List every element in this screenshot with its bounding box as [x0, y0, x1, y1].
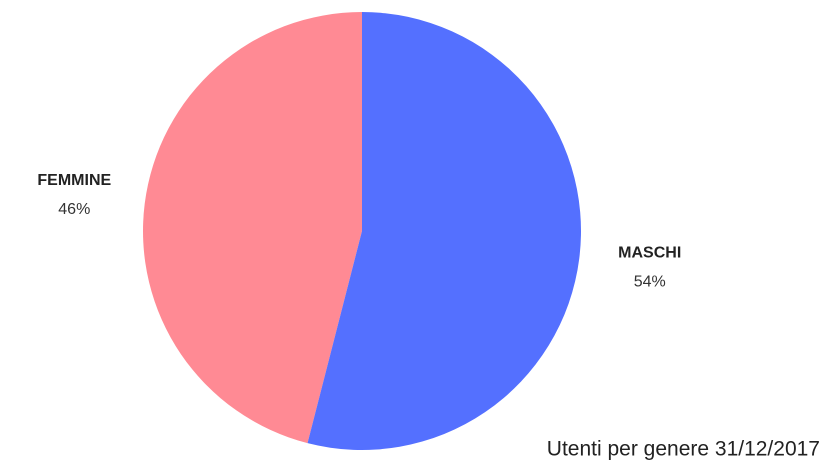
- pie-slice: [307, 12, 582, 451]
- slice-label: MASCHI: [618, 245, 681, 262]
- pie-slice: [143, 12, 362, 444]
- slice-value-label: 54%: [634, 274, 666, 291]
- slice-label: FEMMINE: [37, 172, 111, 189]
- chart-title: Utenti per genere 31/12/2017: [547, 438, 820, 461]
- slice-value-label: 46%: [58, 201, 90, 218]
